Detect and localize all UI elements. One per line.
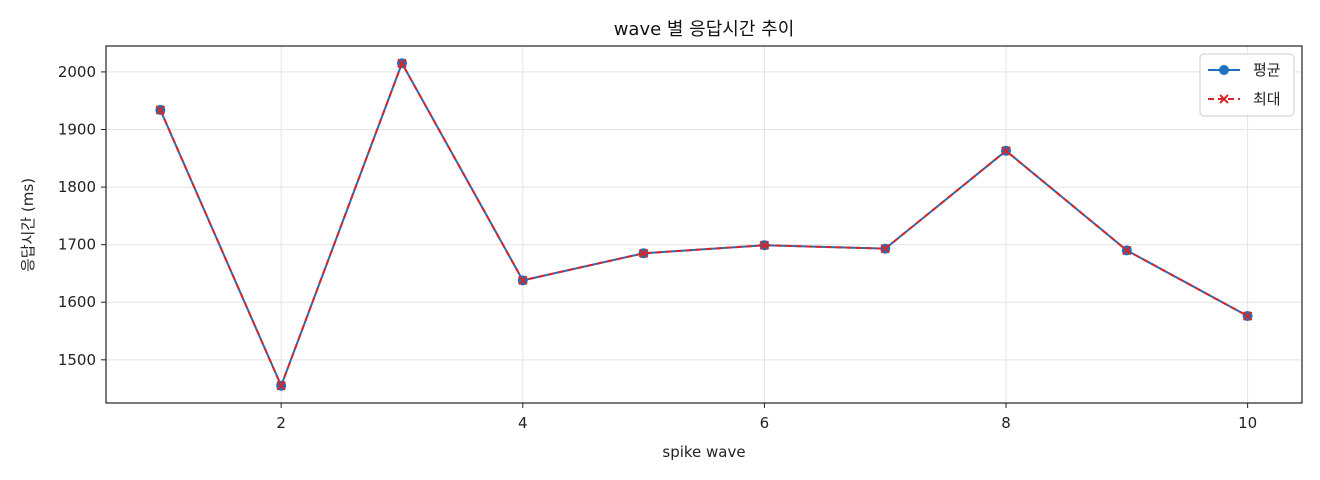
data-point-max: [518, 275, 528, 286]
x-tick-label: 4: [518, 414, 528, 432]
data-point-max: [155, 105, 166, 115]
y-tick-label: 1900: [58, 120, 96, 138]
data-point-max: [1001, 146, 1011, 156]
series-layer: [155, 58, 1253, 391]
data-point-max: [759, 240, 770, 250]
legend-entry-max: 최대: [1208, 90, 1281, 108]
x-axis-title: spike wave: [662, 443, 745, 461]
x-tick-label: 2: [276, 414, 286, 432]
y-tick-label: 1700: [58, 236, 96, 254]
data-point-max: [880, 243, 890, 254]
legend-label-avg: 평균: [1253, 61, 1281, 79]
y-tick-label: 2000: [58, 63, 96, 81]
data-point-max: [1122, 245, 1132, 256]
y-tick-label: 1800: [58, 178, 96, 196]
plot-frame: [105, 45, 1303, 404]
legend-marker-max: [1219, 94, 1229, 104]
x-tick-label: 6: [760, 414, 770, 432]
legend: 평균 최대: [1199, 53, 1295, 117]
data-point-max: [276, 381, 286, 391]
x-tick-label: 10: [1238, 414, 1257, 432]
data-point-max: [638, 248, 649, 258]
y-tick-label: 1600: [58, 293, 96, 311]
axis-ticks: 2 4 6 8 10 1500 1600 1700 1800 1900 2000: [58, 63, 1257, 432]
legend-entry-avg: 평균: [1208, 61, 1281, 79]
y-tick-label: 1500: [58, 351, 96, 369]
legend-label-max: 최대: [1253, 90, 1281, 108]
chart-title: wave 별 응답시간 추이: [614, 19, 795, 40]
series-line-max: [159, 62, 1249, 387]
data-point-max: [397, 58, 407, 68]
x-tick-label: 8: [1001, 414, 1011, 432]
legend-marker-avg: [1219, 65, 1229, 75]
y-axis-title: 응답시간 (ms): [19, 178, 37, 272]
grid-lines: [106, 46, 1302, 403]
data-point-max: [1242, 311, 1253, 321]
